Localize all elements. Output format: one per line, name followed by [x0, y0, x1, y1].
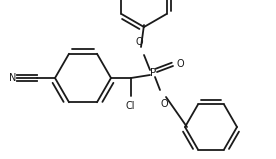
- Text: O: O: [176, 59, 184, 69]
- Text: Cl: Cl: [125, 101, 135, 111]
- Text: O: O: [135, 37, 143, 47]
- Text: P: P: [150, 68, 156, 78]
- Text: O: O: [160, 99, 168, 109]
- Text: N: N: [9, 73, 16, 83]
